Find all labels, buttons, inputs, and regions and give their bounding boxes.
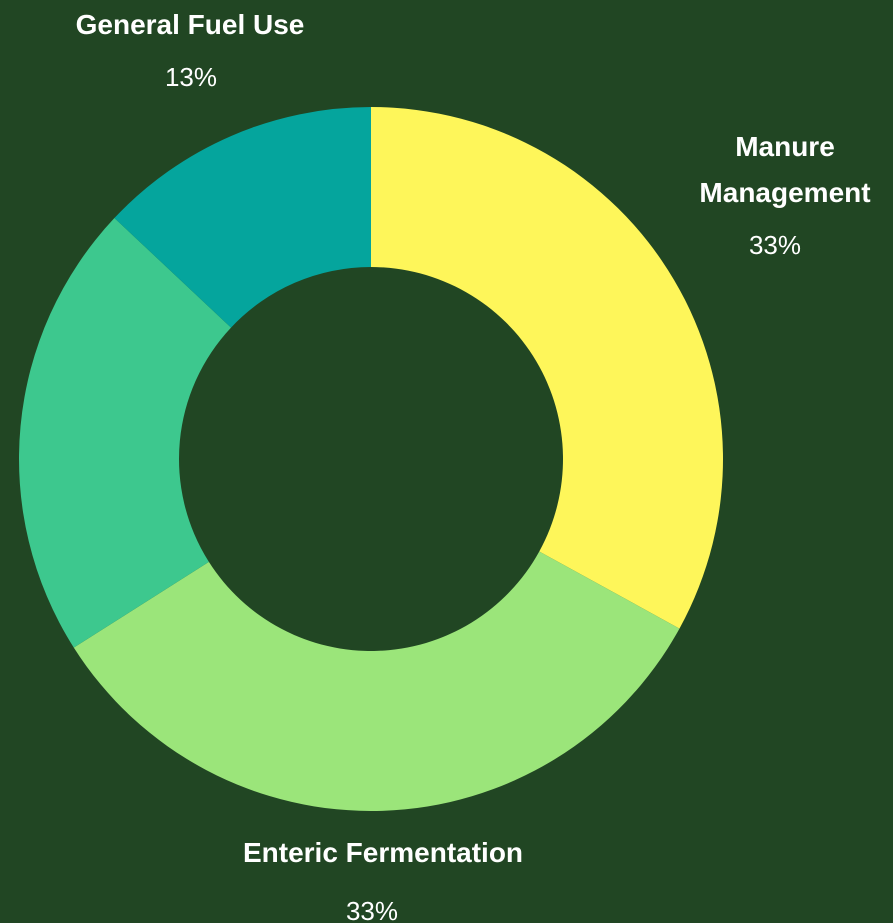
label-enteric-fermentation: Enteric Fermentation 33%	[243, 837, 523, 923]
slice-enteric-fermentation-1	[73, 551, 680, 812]
label-manure-management: Manure Management 33%	[699, 131, 870, 260]
label-manure-management-percent: 33%	[749, 230, 801, 260]
label-general-fuel-use-name: General Fuel Use	[76, 9, 305, 40]
label-enteric-fermentation-name: Enteric Fermentation	[243, 837, 523, 868]
svg-text:Management: Management	[699, 177, 870, 208]
slice-general-fuel-use-3	[114, 106, 371, 328]
slice-manure-management-0	[371, 107, 724, 629]
label-enteric-fermentation-percent: 33%	[346, 896, 398, 923]
label-manure-management-line-1: Manure	[735, 131, 835, 162]
label-manure-management-line-2: Management	[699, 177, 870, 208]
donut-slices	[18, 106, 724, 812]
svg-text:Manure: Manure	[735, 131, 835, 162]
label-general-fuel-use-percent: 13%	[165, 62, 217, 92]
label-general-fuel-use: General Fuel Use 13%	[76, 9, 305, 92]
slice-unlabeled-2	[18, 218, 232, 648]
